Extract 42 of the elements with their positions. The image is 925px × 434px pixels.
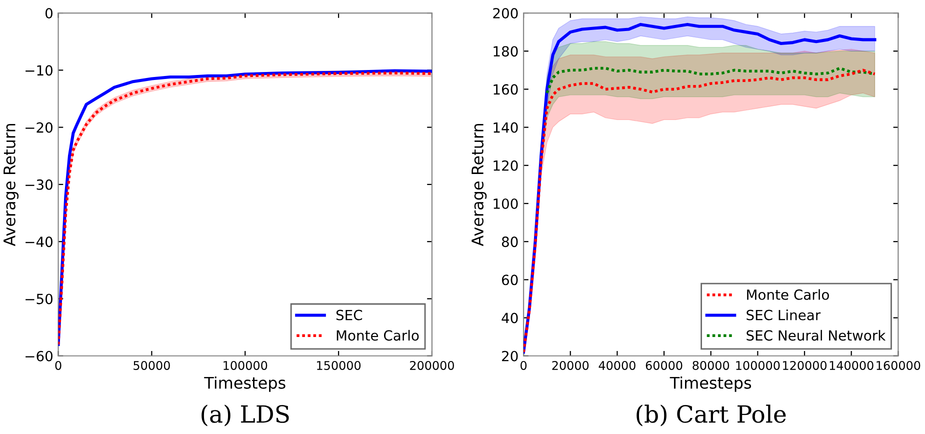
y-tick-label: 180 <box>494 46 518 57</box>
y-tick-label: 40 <box>502 312 518 324</box>
text: (a) LDS <box>202 404 289 426</box>
x-tick-label: 40000 <box>598 360 636 370</box>
x-tick-label: 150000 <box>317 360 361 370</box>
x-tick-label: 120000 <box>783 360 827 370</box>
legend-label: SEC <box>336 310 362 320</box>
x-tick-label: 100000 <box>224 360 268 370</box>
x-tick-label: 20000 <box>552 360 589 370</box>
x-tick-label: 160000 <box>876 360 920 370</box>
y-tick-label: −20 <box>26 122 52 133</box>
y-tick-label: 200 <box>493 8 518 18</box>
y-axis-title: Average Return <box>472 124 487 246</box>
y-tick-label: −30 <box>26 179 52 190</box>
y-axis-title: Average Return <box>4 124 19 246</box>
text: (b) Cart Pole <box>636 404 786 426</box>
y-tick-label: 140 <box>494 122 518 133</box>
y-tick-label: 100 <box>494 198 518 209</box>
legend-label: SEC Linear <box>746 310 821 320</box>
y-tick-label: −40 <box>26 236 52 248</box>
legend-label: Monte Carlo <box>336 330 419 341</box>
x-tick-label: 60000 <box>646 360 682 370</box>
legend-label: Monte Carlo <box>747 289 829 300</box>
y-tick-label: 0 <box>45 8 52 18</box>
x-tick-label: 80000 <box>692 360 730 370</box>
legend-label: SEC Neural Network <box>746 330 886 341</box>
y-tick-label: 120 <box>494 160 518 171</box>
x-tick-label: 50000 <box>134 360 170 370</box>
y-tick-label: 160 <box>494 84 518 95</box>
x-tick-label: 0 <box>520 360 527 370</box>
y-tick-label: 60 <box>502 274 518 286</box>
y-tick-label: −50 <box>26 294 52 304</box>
x-tick-label: 140000 <box>830 360 874 370</box>
x-axis-title: Timesteps <box>670 376 752 392</box>
x-tick-label: 200000 <box>410 360 454 370</box>
x-tick-label: 0 <box>55 360 62 370</box>
x-axis-title: Timesteps <box>204 376 286 392</box>
y-tick-label: 20 <box>502 350 518 362</box>
y-tick-label: −60 <box>26 350 52 362</box>
y-tick-label: −10 <box>26 65 52 76</box>
y-tick-label: 80 <box>502 236 518 248</box>
x-tick-label: 100000 <box>736 360 780 370</box>
